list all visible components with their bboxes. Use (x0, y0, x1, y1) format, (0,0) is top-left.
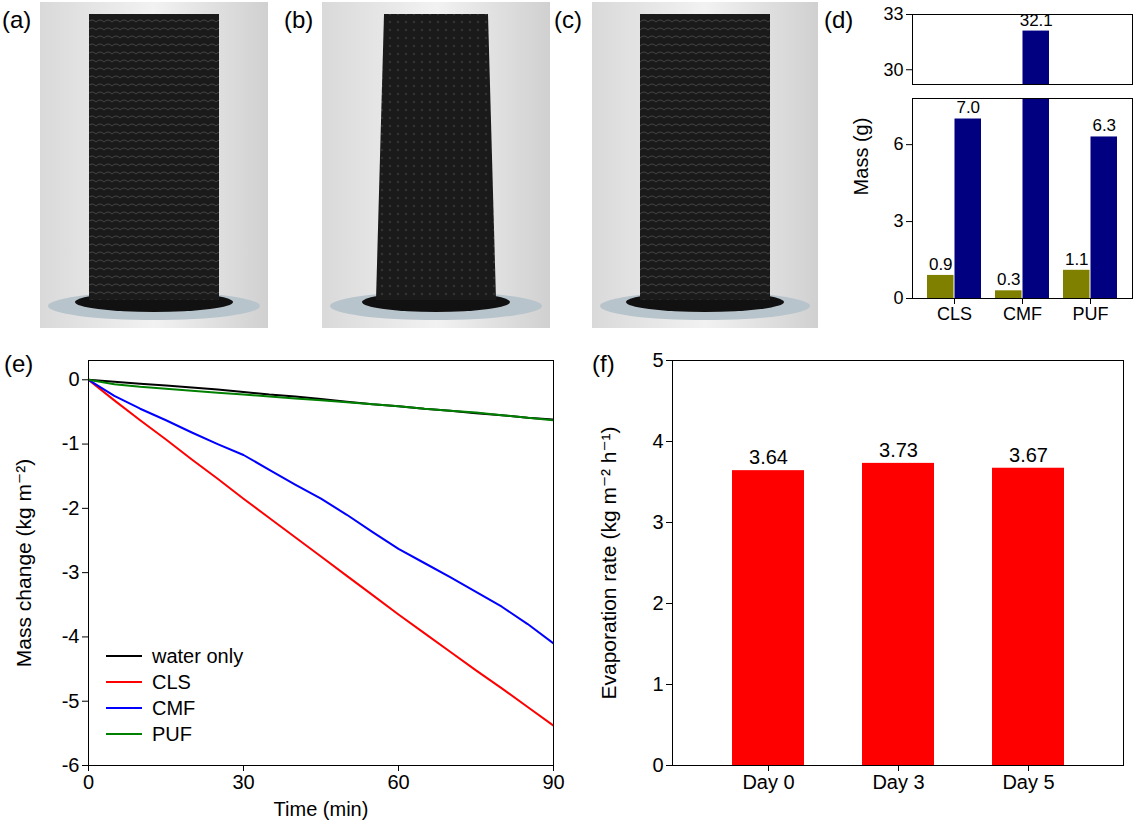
html-text:(a): (a) (2, 6, 32, 33)
svg-text:PUF: PUF (1073, 304, 1109, 324)
html-text:Mass change (kg m⁻²): Mass change (kg m⁻²) (12, 458, 36, 667)
svg-text:33: 33 (883, 4, 903, 24)
svg-text:3.67: 3.67 (1009, 444, 1048, 466)
html-text:PUF: PUF (152, 722, 192, 745)
svg-text:0: 0 (68, 368, 79, 390)
svg-text:60: 60 (387, 771, 409, 793)
svg-text:Day 3: Day 3 (872, 771, 924, 793)
svg-text:Time (min): Time (min) (274, 798, 369, 820)
svg-text:-6: -6 (62, 754, 80, 776)
html-text:Evaporation rate (kg m⁻² h⁻¹): Evaporation rate (kg m⁻² h⁻¹) (596, 426, 619, 699)
svg-text:3: 3 (652, 511, 663, 533)
svg-text:7.0: 7.0 (956, 98, 980, 117)
svg-text:0: 0 (652, 754, 663, 776)
html-text:water only: water only (152, 644, 244, 667)
svg-text:30: 30 (883, 60, 903, 80)
html-text:(e): (e) (4, 350, 34, 377)
svg-text:4: 4 (652, 430, 663, 452)
svg-text:0.3: 0.3 (997, 270, 1021, 289)
svg-text:3.73: 3.73 (879, 439, 918, 461)
svg-text:0.9: 0.9 (929, 255, 953, 274)
svg-text:0: 0 (83, 771, 94, 793)
html-text:(b): (b) (284, 6, 314, 33)
svg-text:90: 90 (542, 771, 564, 793)
html-text:(c): (c) (554, 6, 582, 33)
svg-text:6.3: 6.3 (1092, 116, 1116, 135)
html-text:(d): (d) (824, 6, 854, 33)
svg-text:CLS: CLS (937, 304, 972, 324)
svg-text:1: 1 (652, 673, 663, 695)
svg-text:1.1: 1.1 (1065, 250, 1089, 269)
svg-text:30: 30 (232, 771, 254, 793)
svg-text:3.64: 3.64 (749, 446, 788, 468)
svg-text:-5: -5 (62, 690, 80, 712)
html-text:Mass (g): Mass (g) (850, 117, 873, 195)
svg-text:CMF: CMF (1003, 304, 1042, 324)
svg-text:32.1: 32.1 (1020, 11, 1053, 30)
svg-text:-4: -4 (62, 625, 80, 647)
svg-text:-1: -1 (62, 432, 80, 454)
svg-text:6: 6 (893, 134, 903, 154)
svg-text:-3: -3 (62, 561, 80, 583)
svg-text:Day 0: Day 0 (742, 771, 794, 793)
svg-text:3: 3 (893, 211, 903, 231)
html-text:CMF: CMF (152, 696, 196, 719)
svg-text:2: 2 (652, 592, 663, 614)
svg-text:Day 5: Day 5 (1002, 771, 1054, 793)
html-text:(f): (f) (592, 350, 615, 377)
svg-text:0: 0 (893, 288, 903, 308)
svg-text:-2: -2 (62, 497, 80, 519)
html-text:CLS: CLS (152, 670, 191, 693)
svg-text:5: 5 (652, 349, 663, 371)
